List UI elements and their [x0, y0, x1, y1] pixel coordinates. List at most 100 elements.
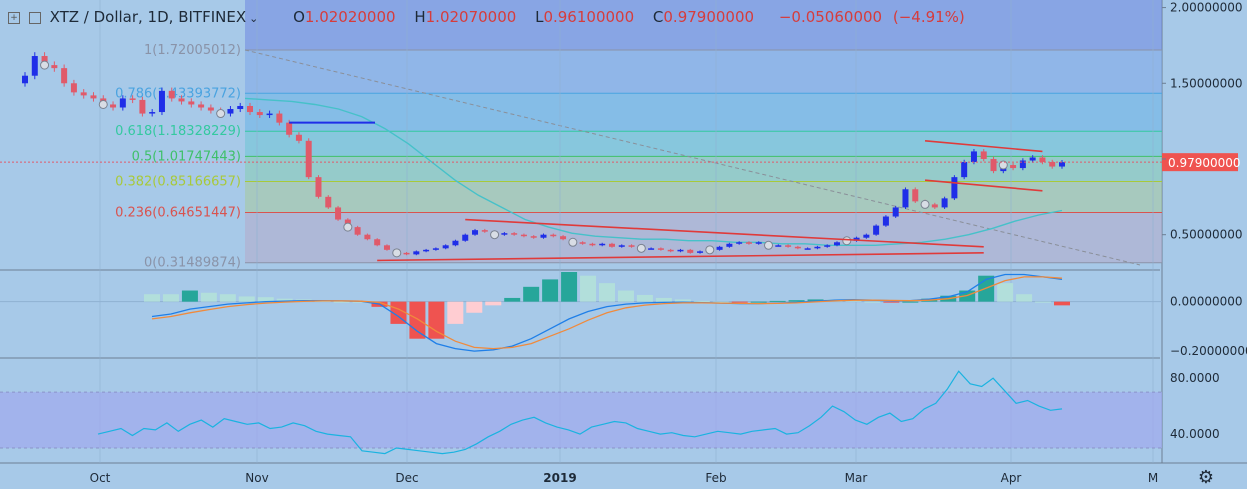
candle-body: [472, 230, 479, 235]
macd-tick-label: 0.00000000: [1170, 295, 1243, 309]
ma-line: [244, 97, 1063, 246]
pattern-flag-upper: [924, 140, 1043, 153]
pattern-flag-lower: [924, 179, 1043, 192]
candle-body: [139, 99, 146, 114]
candle-body: [149, 112, 156, 114]
candle-body: [550, 234, 557, 237]
candle-body: [980, 151, 987, 159]
candle-body: [667, 249, 674, 252]
candle-body: [501, 233, 508, 235]
macd-histogram-bar: [864, 301, 881, 303]
macd-histogram-bar: [162, 294, 179, 302]
macd-histogram-bar: [883, 301, 900, 303]
candle-body: [207, 107, 214, 111]
event-marker: [490, 230, 500, 240]
macd-histogram-bar: [542, 279, 559, 302]
low-key: L: [535, 8, 544, 26]
macd-histogram-bar: [219, 294, 236, 302]
high-key: H: [414, 8, 426, 26]
candle-body: [41, 56, 48, 66]
candle-body: [237, 105, 244, 110]
collapse-icon[interactable]: +: [8, 11, 20, 24]
candle-body: [129, 98, 136, 100]
event-marker: [216, 109, 226, 119]
candle-body: [423, 249, 430, 252]
macd-histogram-bar: [238, 296, 255, 302]
macd-histogram-bar: [561, 272, 578, 302]
candle-body: [325, 196, 332, 208]
candle-body: [853, 237, 860, 241]
candle-body: [863, 234, 870, 238]
candle-body: [413, 251, 420, 255]
candle-body: [286, 122, 293, 135]
candle-body: [168, 90, 175, 99]
candle-body: [51, 65, 58, 69]
macd-histogram-bar: [276, 298, 293, 302]
macd-histogram-bar: [428, 301, 445, 339]
pattern-triangle-lower: [377, 252, 984, 262]
macd-histogram-bar: [693, 300, 710, 302]
candle-body: [462, 234, 469, 241]
symbol-title[interactable]: XTZ / Dollar, 1D, BITFINEX ⌄: [49, 8, 259, 26]
price-tick-label: 2.00000000: [1170, 1, 1243, 15]
chevron-down-icon[interactable]: ⌄: [249, 12, 259, 25]
candle-body: [22, 75, 28, 84]
event-marker: [392, 248, 402, 258]
fib-band: [245, 181, 1162, 213]
time-tick-label: M: [1148, 471, 1158, 485]
candle-body: [657, 248, 664, 250]
event-marker: [998, 160, 1008, 170]
last-price-tag: [1162, 153, 1238, 172]
macd-histogram-bar: [599, 283, 615, 302]
fib-level-label: 1(1.72005012): [144, 43, 241, 58]
time-tick-label: Nov: [245, 471, 268, 485]
macd-histogram-bar: [144, 294, 160, 302]
fib-band: [245, 131, 1162, 157]
candle-body: [520, 234, 527, 237]
macd-histogram-bar: [257, 297, 274, 302]
candle-body: [824, 245, 831, 247]
time-tick-label: Oct: [90, 471, 111, 485]
candle-body: [540, 234, 547, 238]
candle-body: [716, 246, 723, 250]
candle-body: [481, 230, 488, 232]
candle-body: [1039, 157, 1046, 163]
fib-band-top: [245, 0, 1162, 50]
candle-body: [745, 242, 752, 244]
price-tick-label: 1.50000000: [1170, 76, 1243, 90]
candle-body: [315, 177, 322, 197]
candle-body: [970, 151, 977, 163]
candle-body: [902, 189, 909, 208]
fib-band: [245, 93, 1162, 132]
price-tick-label: 0.50000000: [1170, 228, 1243, 242]
candle-body: [61, 68, 68, 84]
candle-body: [335, 207, 342, 220]
macd-histogram-bar: [447, 301, 464, 324]
candle-body: [256, 112, 263, 116]
macd-histogram-bar: [485, 301, 502, 306]
macd-histogram-bar: [1054, 301, 1070, 306]
change-value: −0.05060000: [778, 8, 883, 26]
candle-body: [814, 246, 821, 249]
fib-level-label: 0.786(1.43393772): [115, 86, 241, 101]
candle-body: [364, 234, 371, 240]
settings-box-icon[interactable]: [28, 11, 41, 24]
candle-body: [794, 246, 801, 249]
candle-body: [648, 248, 655, 250]
candle-body: [178, 98, 185, 102]
macd-histogram-bar: [997, 283, 1014, 302]
candle-body: [560, 236, 567, 240]
candle-body: [452, 240, 459, 246]
candle-body: [628, 245, 635, 247]
time-tick-label: Mar: [845, 471, 868, 485]
gear-icon[interactable]: ⚙: [1198, 467, 1214, 488]
candle-body: [511, 233, 518, 235]
last-price-label: 0.97900000: [1168, 156, 1241, 170]
candle-body: [608, 243, 615, 247]
candle-body: [354, 227, 361, 235]
candle-body: [892, 207, 899, 217]
candle-body: [912, 189, 919, 202]
event-marker: [705, 245, 715, 255]
candle-body: [158, 90, 165, 113]
